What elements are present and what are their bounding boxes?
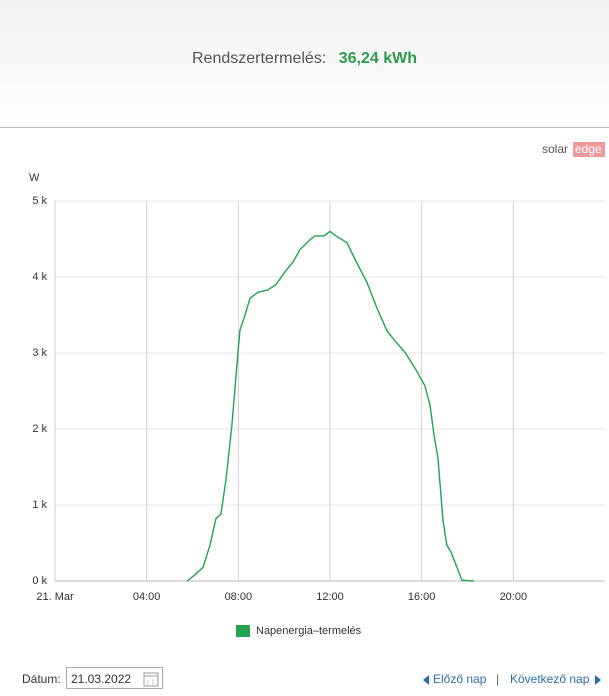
prev-arrow[interactable] xyxy=(422,675,430,685)
date-label: Dátum: xyxy=(22,672,61,686)
x-tick-label: 16:00 xyxy=(408,591,436,603)
next-arrow[interactable] xyxy=(594,675,602,685)
chart: solar edge W 0 k 1 k 2 k 3 k 4 k 5 k 21. Mar 04… xyxy=(29,142,605,637)
header: Rendszertermelés: 36,24 kWh xyxy=(0,0,609,128)
y-axis-label: W xyxy=(29,172,40,184)
legend-swatch xyxy=(236,625,250,637)
next-link[interactable]: Következő nap xyxy=(510,672,590,686)
x-tick-label: 21. Mar xyxy=(36,591,74,603)
y-tick-label: 2 k xyxy=(32,423,47,435)
logo-edge: edge xyxy=(575,142,602,156)
y-tick-label: 3 k xyxy=(32,347,47,359)
y-tick-label: 1 k xyxy=(32,499,47,511)
summary-label: Rendszertermelés: xyxy=(192,50,327,67)
summary: Rendszertermelés: 36,24 kWh xyxy=(0,50,609,68)
x-tick-label: 04:00 xyxy=(133,591,161,603)
summary-value: 36,24 kWh xyxy=(338,50,417,67)
legend-label: Napenergia–termelés xyxy=(256,625,362,637)
y-tick-label: 5 k xyxy=(32,195,47,207)
logo-bg xyxy=(573,142,605,157)
x-tick-label: 20:00 xyxy=(500,591,528,603)
x-tick-label: 12:00 xyxy=(316,591,344,603)
y-tick-label: 4 k xyxy=(32,271,47,283)
calendar-icon[interactable] xyxy=(143,671,159,687)
footer: Dátum: 21.03.2022 Előző nap | Következő … xyxy=(0,666,609,694)
date-input[interactable]: 21.03.2022 xyxy=(66,667,163,689)
separator: | xyxy=(496,672,500,686)
y-tick-label: 0 k xyxy=(32,575,47,587)
logo-solar: solar xyxy=(542,142,568,156)
series-line xyxy=(186,230,474,582)
prev-link[interactable]: Előző nap xyxy=(433,672,487,686)
x-tick-label: 08:00 xyxy=(225,591,253,603)
date-value: 21.03.2022 xyxy=(71,672,132,686)
